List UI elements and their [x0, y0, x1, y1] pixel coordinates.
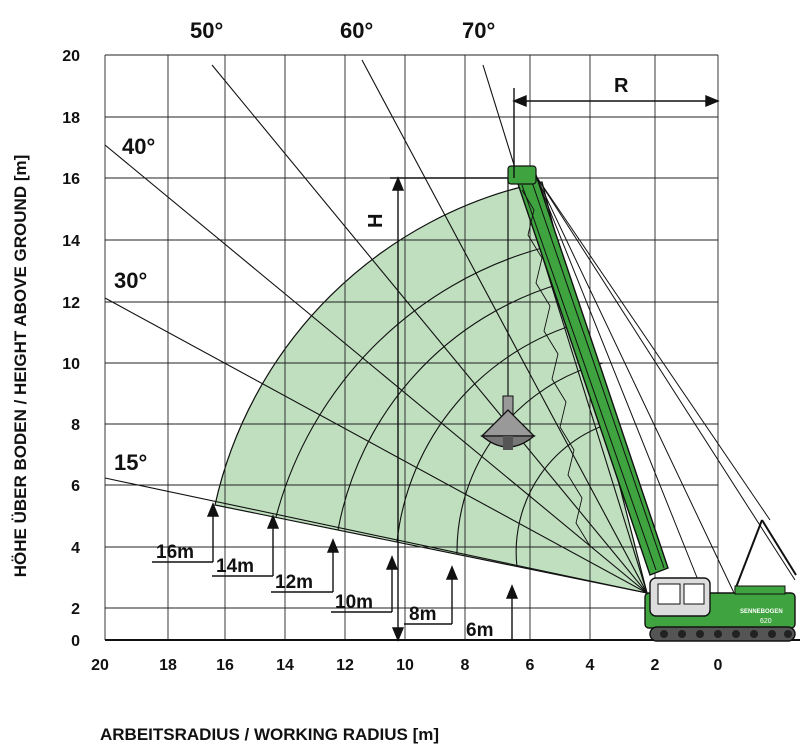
- svg-text:2: 2: [71, 601, 80, 618]
- radius-arcs: [275, 247, 619, 568]
- svg-text:12: 12: [62, 295, 80, 312]
- height-dimension: [390, 176, 508, 642]
- radius-label-12m: 12m: [275, 572, 313, 593]
- machine: SENNEBOGEN 620: [644, 577, 796, 642]
- svg-text:10: 10: [62, 356, 80, 373]
- svg-text:2: 2: [651, 657, 660, 674]
- svg-text:0: 0: [714, 657, 723, 674]
- angle-label-60: 60°: [340, 18, 373, 43]
- svg-text:16: 16: [62, 171, 80, 188]
- radius-dimension: [512, 88, 720, 178]
- machine-brand: SENNEBOGEN: [740, 609, 783, 615]
- dimension-label-h: H: [365, 214, 387, 228]
- x-axis-title: ARBEITSRADIUS / WORKING RADIUS [m]: [100, 725, 439, 744]
- y-axis-title: HÖHE ÜBER BODEN / HEIGHT ABOVE GROUND [m…: [11, 155, 30, 578]
- angle-label-40: 40°: [122, 134, 155, 159]
- svg-text:6: 6: [71, 478, 80, 495]
- angle-label-30: 30°: [114, 268, 147, 293]
- svg-text:16: 16: [216, 657, 234, 674]
- svg-text:4: 4: [586, 657, 595, 674]
- svg-text:18: 18: [62, 110, 80, 127]
- radius-label-16m: 16m: [156, 542, 194, 563]
- svg-text:20: 20: [91, 657, 109, 674]
- grid: [104, 54, 719, 640]
- svg-text:0: 0: [71, 633, 80, 650]
- svg-text:6: 6: [526, 657, 535, 674]
- svg-text:10: 10: [396, 657, 414, 674]
- svg-text:4: 4: [71, 540, 80, 557]
- machine-model: 620: [760, 618, 772, 625]
- radius-label-10m: 10m: [335, 592, 373, 613]
- svg-text:20: 20: [62, 48, 80, 65]
- angle-rays: [104, 59, 648, 594]
- label-underlines: [152, 561, 512, 641]
- x-tick-labels: 20 18 16 14 12 10 8 6 4 2 0: [91, 657, 722, 674]
- svg-text:8: 8: [461, 657, 470, 674]
- svg-text:14: 14: [62, 233, 80, 250]
- radius-arrows: [206, 502, 519, 640]
- angle-label-70: 70°: [462, 18, 495, 43]
- grab-bucket: [480, 178, 536, 450]
- radius-label-6m: 6m: [466, 620, 493, 641]
- angle-label-50: 50°: [190, 18, 223, 43]
- working-envelope: [214, 181, 648, 594]
- angle-label-15: 15°: [114, 450, 147, 475]
- y-tick-labels: 0 2 4 6 8 10 12 14 16 18 20: [62, 48, 80, 650]
- svg-text:8: 8: [71, 417, 80, 434]
- svg-text:18: 18: [159, 657, 177, 674]
- svg-text:14: 14: [276, 657, 294, 674]
- radius-label-8m: 8m: [409, 604, 436, 625]
- svg-text:12: 12: [336, 657, 354, 674]
- dimension-label-r: R: [614, 75, 629, 97]
- boom: [507, 165, 797, 596]
- radius-label-14m: 14m: [216, 556, 254, 577]
